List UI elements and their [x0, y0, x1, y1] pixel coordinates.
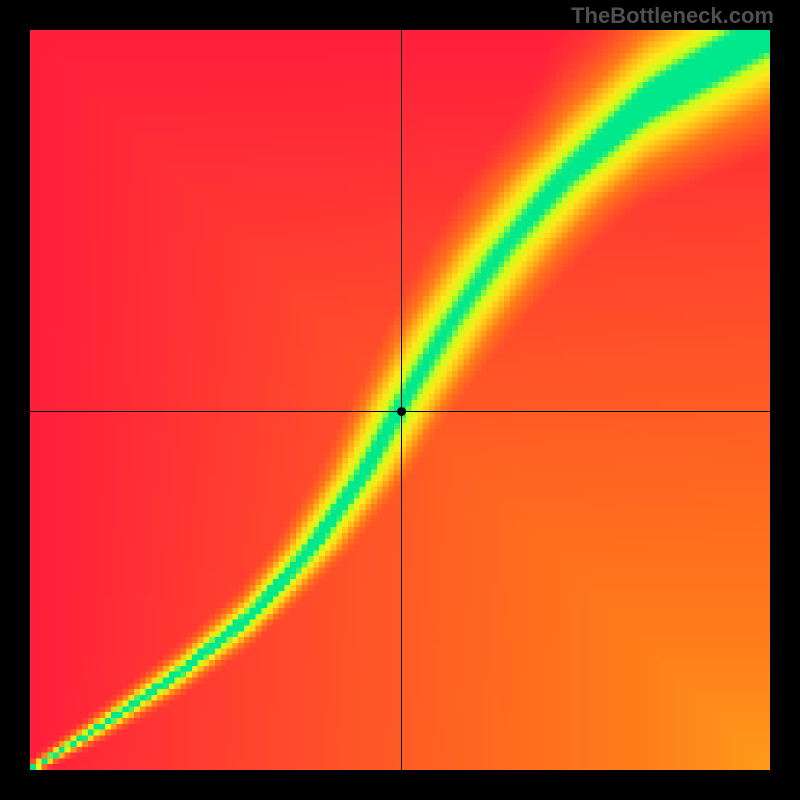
watermark-text: TheBottleneck.com [571, 3, 774, 29]
crosshair-vertical [401, 30, 402, 770]
crosshair-marker [397, 407, 406, 416]
